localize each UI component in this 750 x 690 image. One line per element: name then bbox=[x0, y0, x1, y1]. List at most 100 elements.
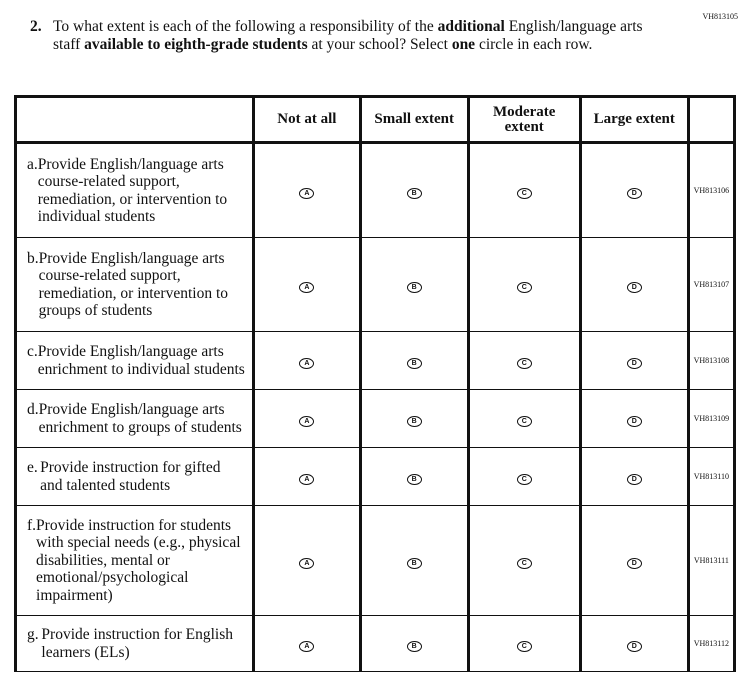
question-text-part: available to eighth-grade students bbox=[84, 36, 308, 53]
table-row: c. Provide English/language arts enrichme… bbox=[13, 331, 737, 390]
radio-moderate-extent[interactable]: C bbox=[516, 357, 532, 369]
table-row: g. Provide instruction for English learne… bbox=[13, 615, 737, 672]
table-row: f. Provide instruction for students with … bbox=[13, 505, 737, 616]
option-cell-not-at-all: A bbox=[252, 141, 361, 238]
option-cell-moderate-extent: C bbox=[466, 237, 581, 332]
radio-large-extent[interactable]: D bbox=[626, 281, 642, 293]
radio-moderate-extent[interactable]: C bbox=[516, 281, 532, 293]
radio-small-extent[interactable]: B bbox=[406, 473, 422, 485]
row-label: g. Provide instruction for English learne… bbox=[13, 615, 255, 672]
table-row: e. Provide instruction for gifted and tal… bbox=[13, 447, 737, 506]
option-cell-small-extent: B bbox=[358, 505, 469, 616]
option-cell-large-extent: D bbox=[578, 447, 689, 506]
row-text: Provide instruction for English learners… bbox=[41, 626, 233, 661]
radio-not-at-all[interactable]: A bbox=[299, 473, 315, 485]
option-cell-large-extent: D bbox=[578, 615, 689, 672]
row-code: VH813110 bbox=[686, 447, 737, 506]
option-cell-small-extent: B bbox=[358, 389, 469, 448]
row-text: Provide English/language arts course-rel… bbox=[37, 155, 228, 226]
row-code: VH813109 bbox=[686, 389, 737, 448]
header-blank bbox=[13, 95, 255, 143]
radio-not-at-all[interactable]: A bbox=[299, 357, 315, 369]
question-prompt: To what extent is each of the following … bbox=[53, 18, 650, 54]
header-moderate-extent: Moderate extent bbox=[466, 95, 581, 143]
option-cell-not-at-all: A bbox=[252, 237, 361, 332]
option-cell-small-extent: B bbox=[358, 331, 469, 390]
header-small-extent: Small extent bbox=[358, 95, 469, 143]
row-letter: g. bbox=[27, 626, 39, 643]
row-code: VH813108 bbox=[686, 331, 737, 390]
question-text-part: one bbox=[451, 36, 476, 53]
radio-moderate-extent[interactable]: C bbox=[516, 415, 532, 427]
radio-moderate-extent[interactable]: C bbox=[516, 557, 532, 569]
radio-small-extent[interactable]: B bbox=[406, 415, 422, 427]
question-text-part: To what extent is each of the following … bbox=[53, 18, 438, 35]
row-label: d. Provide English/language arts enrichme… bbox=[13, 389, 255, 448]
option-cell-large-extent: D bbox=[578, 237, 689, 332]
row-letter: c. bbox=[27, 343, 38, 360]
radio-large-extent[interactable]: D bbox=[626, 415, 642, 427]
row-letter: b. bbox=[27, 249, 39, 267]
question-text-part: English/language arts staff bbox=[53, 18, 643, 53]
header-not-at-all: Not at all bbox=[252, 95, 361, 143]
row-label: f. Provide instruction for students with … bbox=[13, 505, 255, 616]
option-cell-small-extent: B bbox=[358, 615, 469, 672]
option-cell-not-at-all: A bbox=[252, 389, 361, 448]
radio-moderate-extent[interactable]: C bbox=[516, 473, 532, 485]
row-letter: f. bbox=[27, 516, 37, 534]
radio-not-at-all[interactable]: A bbox=[299, 640, 315, 652]
table-row: a. Provide English/language arts course-r… bbox=[13, 141, 737, 238]
header-code-blank bbox=[686, 95, 737, 143]
row-label: a. Provide English/language arts course-r… bbox=[13, 141, 255, 238]
row-text: Provide instruction for gifted and talen… bbox=[40, 459, 221, 494]
question-id: VH813105 bbox=[702, 12, 738, 21]
table-row: d. Provide English/language arts enrichme… bbox=[13, 389, 737, 448]
option-cell-large-extent: D bbox=[578, 331, 689, 390]
row-code: VH813107 bbox=[686, 237, 737, 332]
question-text-part: additional bbox=[437, 18, 505, 35]
option-cell-moderate-extent: C bbox=[466, 331, 581, 390]
radio-large-extent[interactable]: D bbox=[626, 357, 642, 369]
row-label: b. Provide English/language arts course-r… bbox=[13, 237, 255, 332]
radio-large-extent[interactable]: D bbox=[626, 187, 642, 199]
radio-moderate-extent[interactable]: C bbox=[516, 640, 532, 652]
option-cell-large-extent: D bbox=[578, 505, 689, 616]
table-row: b. Provide English/language arts course-r… bbox=[13, 237, 737, 332]
row-text: Provide instruction for students with sp… bbox=[36, 516, 241, 604]
row-label: c. Provide English/language arts enrichme… bbox=[13, 331, 255, 390]
option-cell-moderate-extent: C bbox=[466, 389, 581, 448]
row-code: VH813112 bbox=[686, 615, 737, 672]
radio-not-at-all[interactable]: A bbox=[299, 557, 315, 569]
response-table: Not at all Small extent Moderate extent … bbox=[13, 95, 737, 672]
row-code: VH813106 bbox=[686, 141, 737, 238]
radio-moderate-extent[interactable]: C bbox=[516, 187, 532, 199]
option-cell-small-extent: B bbox=[358, 237, 469, 332]
radio-not-at-all[interactable]: A bbox=[299, 187, 315, 199]
question-text-part: at your school? Select bbox=[307, 36, 452, 53]
option-cell-not-at-all: A bbox=[252, 505, 361, 616]
radio-small-extent[interactable]: B bbox=[406, 557, 422, 569]
radio-small-extent[interactable]: B bbox=[406, 640, 422, 652]
radio-large-extent[interactable]: D bbox=[626, 640, 642, 652]
question-text-part: circle in each row. bbox=[475, 36, 593, 53]
radio-large-extent[interactable]: D bbox=[626, 557, 642, 569]
question-number: 2. bbox=[30, 18, 42, 35]
radio-small-extent[interactable]: B bbox=[406, 187, 422, 199]
option-cell-not-at-all: A bbox=[252, 447, 361, 506]
row-text: Provide English/language arts enrichment… bbox=[38, 401, 242, 436]
radio-not-at-all[interactable]: A bbox=[299, 281, 315, 293]
header-large-extent: Large extent bbox=[578, 95, 689, 143]
option-cell-moderate-extent: C bbox=[466, 141, 581, 238]
row-text: Provide English/language arts enrichment… bbox=[37, 343, 245, 378]
option-cell-small-extent: B bbox=[358, 447, 469, 506]
question-text: 2. To what extent is each of the followi… bbox=[30, 18, 650, 54]
row-text: Provide English/language arts course-rel… bbox=[38, 249, 229, 320]
radio-small-extent[interactable]: B bbox=[406, 281, 422, 293]
option-cell-not-at-all: A bbox=[252, 615, 361, 672]
option-cell-large-extent: D bbox=[578, 389, 689, 448]
radio-large-extent[interactable]: D bbox=[626, 473, 642, 485]
radio-small-extent[interactable]: B bbox=[406, 357, 422, 369]
row-letter: e. bbox=[27, 459, 38, 476]
row-letter: d. bbox=[27, 401, 39, 418]
radio-not-at-all[interactable]: A bbox=[299, 415, 315, 427]
